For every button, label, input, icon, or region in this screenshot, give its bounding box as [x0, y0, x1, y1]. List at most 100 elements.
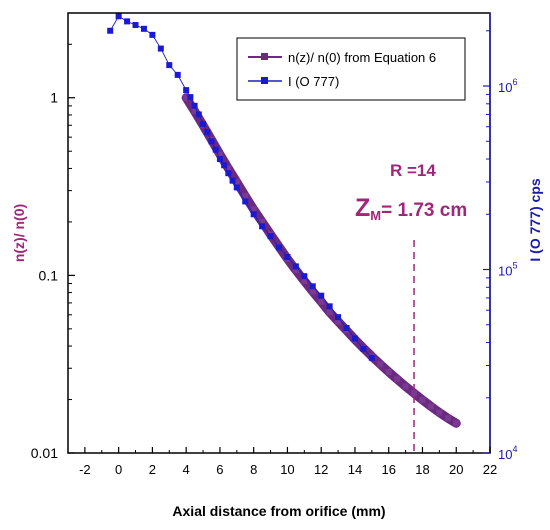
y-right-axis-ticks: 104 105 106	[483, 30, 517, 462]
r-annotation: R =14	[390, 161, 436, 180]
series-eq6-point	[292, 267, 299, 274]
series-o777-point	[212, 146, 219, 153]
y-right-axis-title: I (O 777) cps	[527, 178, 543, 261]
legend-box	[236, 37, 466, 101]
series-eq6-point	[191, 108, 198, 115]
y-right-tick-label: 106	[498, 77, 517, 95]
series-o777-point	[351, 335, 358, 342]
series-o777-point	[335, 314, 342, 321]
x-tick-label: 14	[348, 462, 362, 477]
x-axis-title: Axial distance from orifice (mm)	[172, 503, 385, 519]
series-o777-point	[276, 244, 282, 251]
series-o777-point	[326, 303, 333, 310]
zm-annotation-main: Z	[355, 194, 370, 222]
y-right-tick-label: 104	[498, 444, 517, 462]
x-tick-label: 10	[280, 462, 294, 477]
series-eq6-point	[444, 415, 451, 422]
series-eq6-point	[377, 361, 384, 368]
x-tick-label: 2	[149, 462, 156, 477]
x-tick-label: 8	[250, 462, 257, 477]
series-o777-point	[124, 18, 131, 25]
x-tick-label: 22	[483, 462, 497, 477]
series-eq6-line	[181, 93, 461, 428]
x-tick-label: 20	[449, 462, 463, 477]
series-o777-point	[183, 87, 190, 94]
series-o777-point	[242, 198, 249, 205]
series-o777-point	[187, 94, 194, 101]
x-tick-label: -2	[79, 462, 91, 477]
x-tick-label: 0	[115, 462, 122, 477]
x-tick-label: 16	[381, 462, 395, 477]
series-o777-point	[233, 184, 240, 191]
legend-swatch-marker-o777	[261, 77, 268, 84]
series-layer	[107, 13, 461, 428]
series-eq6-point	[402, 383, 409, 390]
series-o777-point	[309, 283, 316, 290]
zm-annotation-subscript: M	[370, 208, 381, 223]
x-tick-label: 18	[415, 462, 429, 477]
series-o777-point	[284, 253, 291, 260]
series-o777-point	[204, 129, 211, 136]
y-left-tick-label: 0.01	[31, 445, 58, 461]
series-o777-point	[229, 177, 236, 184]
series-o777-point	[292, 263, 299, 270]
series-eq6-point	[453, 420, 460, 427]
series-o777-point	[149, 31, 156, 38]
zm-annotation: ZM= 1.73 cm	[355, 194, 467, 223]
series-eq6-point	[301, 277, 308, 284]
x-tick-label: 12	[314, 462, 328, 477]
series-eq6-point	[259, 218, 266, 225]
series-eq6-point	[394, 376, 401, 383]
x-axis-ticks: -2 0 2 4 6 8 10 12 14 16 18 20 22	[79, 447, 497, 477]
series-o777-point	[360, 345, 367, 352]
series-o777-point	[267, 233, 274, 240]
series-o777-point	[157, 45, 164, 52]
series-o777-point	[225, 170, 232, 177]
series-o777-point	[343, 324, 350, 331]
series-o777-point	[140, 25, 147, 32]
series-eq6-point	[318, 298, 325, 305]
series-o777-point	[368, 354, 375, 361]
x-tick-label: 6	[216, 462, 223, 477]
series-o777-point	[166, 62, 173, 69]
series-eq6-point	[233, 179, 240, 186]
series-o777-point	[200, 121, 207, 128]
series-eq6-point	[411, 390, 418, 397]
series-o777-point	[174, 71, 181, 78]
series-eq6-point	[216, 151, 223, 158]
series-eq6-point	[427, 403, 434, 410]
legend: n(z)/ n(0) from Equation 6 I (O 777)	[236, 37, 466, 101]
series-o777-point	[195, 111, 202, 118]
series-eq6-point	[419, 396, 426, 403]
legend-swatch-marker-eq6	[261, 53, 268, 60]
series-o777-point	[107, 27, 114, 34]
series-eq6-point	[335, 318, 342, 325]
series-o777-point	[208, 138, 215, 145]
series-o777-point	[301, 273, 308, 280]
series-o777-point	[221, 162, 228, 169]
series-o777-point	[115, 13, 122, 20]
series-eq6-point	[309, 288, 316, 295]
y-left-axis-ticks: 0.01 0.1 1	[31, 12, 75, 461]
series-eq6-point	[225, 165, 232, 172]
series-eq6-point	[385, 368, 392, 375]
x-tick-label: 4	[183, 462, 190, 477]
series-o777-point	[132, 22, 139, 29]
y-left-tick-label: 1	[50, 90, 58, 106]
annotations: R =14 ZM= 1.73 cm	[355, 161, 467, 453]
y-left-tick-label: 0.1	[39, 267, 59, 283]
series-o777-point	[216, 156, 223, 163]
series-eq6-point	[183, 94, 190, 101]
series-eq6-point	[250, 206, 257, 213]
series-eq6-point	[242, 192, 249, 199]
y-right-tick-label: 105	[498, 261, 517, 279]
series-o777-point	[318, 292, 325, 299]
series-eq6-point	[326, 309, 333, 316]
y-left-axis-title: n(z)/ n(0)	[11, 204, 27, 262]
series-o777-point	[250, 211, 257, 218]
series-o777-point	[191, 102, 198, 109]
zm-annotation-value: = 1.73 cm	[381, 200, 467, 221]
legend-label-eq6: n(z)/ n(0) from Equation 6	[288, 50, 436, 65]
series-eq6-point	[436, 409, 443, 416]
